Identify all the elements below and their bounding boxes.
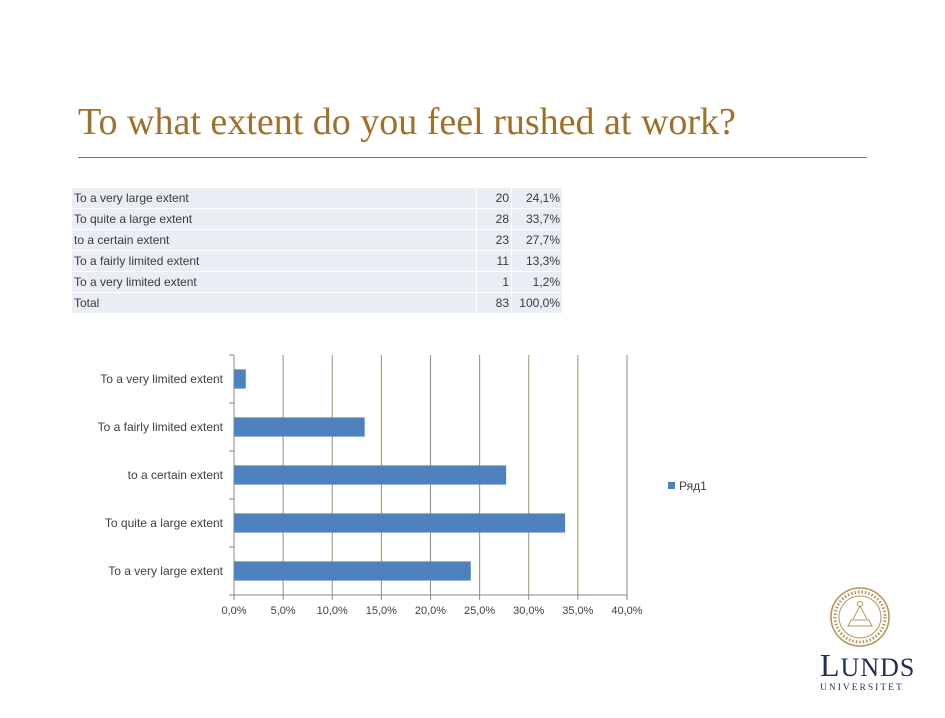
results-table: To a very large extent 20 24,1% To quite… xyxy=(72,188,563,314)
bar xyxy=(234,465,507,485)
table-row: to a certain extent 23 27,7% xyxy=(72,229,563,251)
x-tick-label: 0,0% xyxy=(221,605,246,617)
row-label: To a very large extent xyxy=(72,188,477,209)
logo-wordmark: LUNDS xyxy=(820,647,916,683)
slide-title: To what extent do you feel rushed at wor… xyxy=(78,101,736,143)
table-row: To a fairly limited extent 11 13,3% xyxy=(72,250,563,272)
university-seal-icon xyxy=(830,587,890,647)
x-tick-label: 30,0% xyxy=(513,605,544,617)
row-count: 1 xyxy=(476,271,512,293)
row-count: 28 xyxy=(476,208,512,230)
row-percent: 100,0% xyxy=(511,292,563,314)
row-label: Total xyxy=(72,292,477,314)
bar xyxy=(234,369,246,389)
table-row: To quite a large extent 28 33,7% xyxy=(72,208,563,230)
y-category-label: to a certain extent xyxy=(128,468,224,482)
legend-label: Ряд1 xyxy=(679,479,707,493)
row-label: to a certain extent xyxy=(72,229,477,251)
x-tick-label: 40,0% xyxy=(611,605,642,617)
row-label: To quite a large extent xyxy=(72,208,477,230)
row-count: 20 xyxy=(476,188,512,209)
y-category-label: To quite a large extent xyxy=(105,516,224,530)
logo-subtitle: UNIVERSITET xyxy=(820,683,904,693)
x-tick-label: 10,0% xyxy=(317,605,348,617)
row-count: 23 xyxy=(476,229,512,251)
bar xyxy=(234,417,365,437)
row-label: To a very limited extent xyxy=(72,271,477,293)
x-tick-label: 35,0% xyxy=(562,605,593,617)
university-logo: LUNDS UNIVERSITET xyxy=(820,647,916,693)
bar xyxy=(234,561,471,581)
legend-swatch xyxy=(668,482,675,489)
title-divider xyxy=(78,157,867,158)
table-row: To a very limited extent 1 1,2% xyxy=(72,271,563,293)
row-percent: 27,7% xyxy=(511,229,563,251)
x-tick-label: 25,0% xyxy=(464,605,495,617)
row-percent: 33,7% xyxy=(511,208,563,230)
y-category-label: To a very large extent xyxy=(108,564,223,578)
row-count: 83 xyxy=(476,292,512,314)
y-category-label: To a very limited extent xyxy=(100,372,223,386)
row-percent: 13,3% xyxy=(511,250,563,272)
table-row: To a very large extent 20 24,1% xyxy=(72,188,563,209)
row-count: 11 xyxy=(476,250,512,272)
x-tick-label: 5,0% xyxy=(271,605,296,617)
table-row-total: Total 83 100,0% xyxy=(72,292,563,314)
x-tick-label: 20,0% xyxy=(415,605,446,617)
row-percent: 1,2% xyxy=(511,271,563,293)
x-tick-label: 15,0% xyxy=(366,605,397,617)
bar xyxy=(234,513,566,533)
y-category-label: To a fairly limited extent xyxy=(98,420,224,434)
row-percent: 24,1% xyxy=(511,188,563,209)
row-label: To a fairly limited extent xyxy=(72,250,477,272)
